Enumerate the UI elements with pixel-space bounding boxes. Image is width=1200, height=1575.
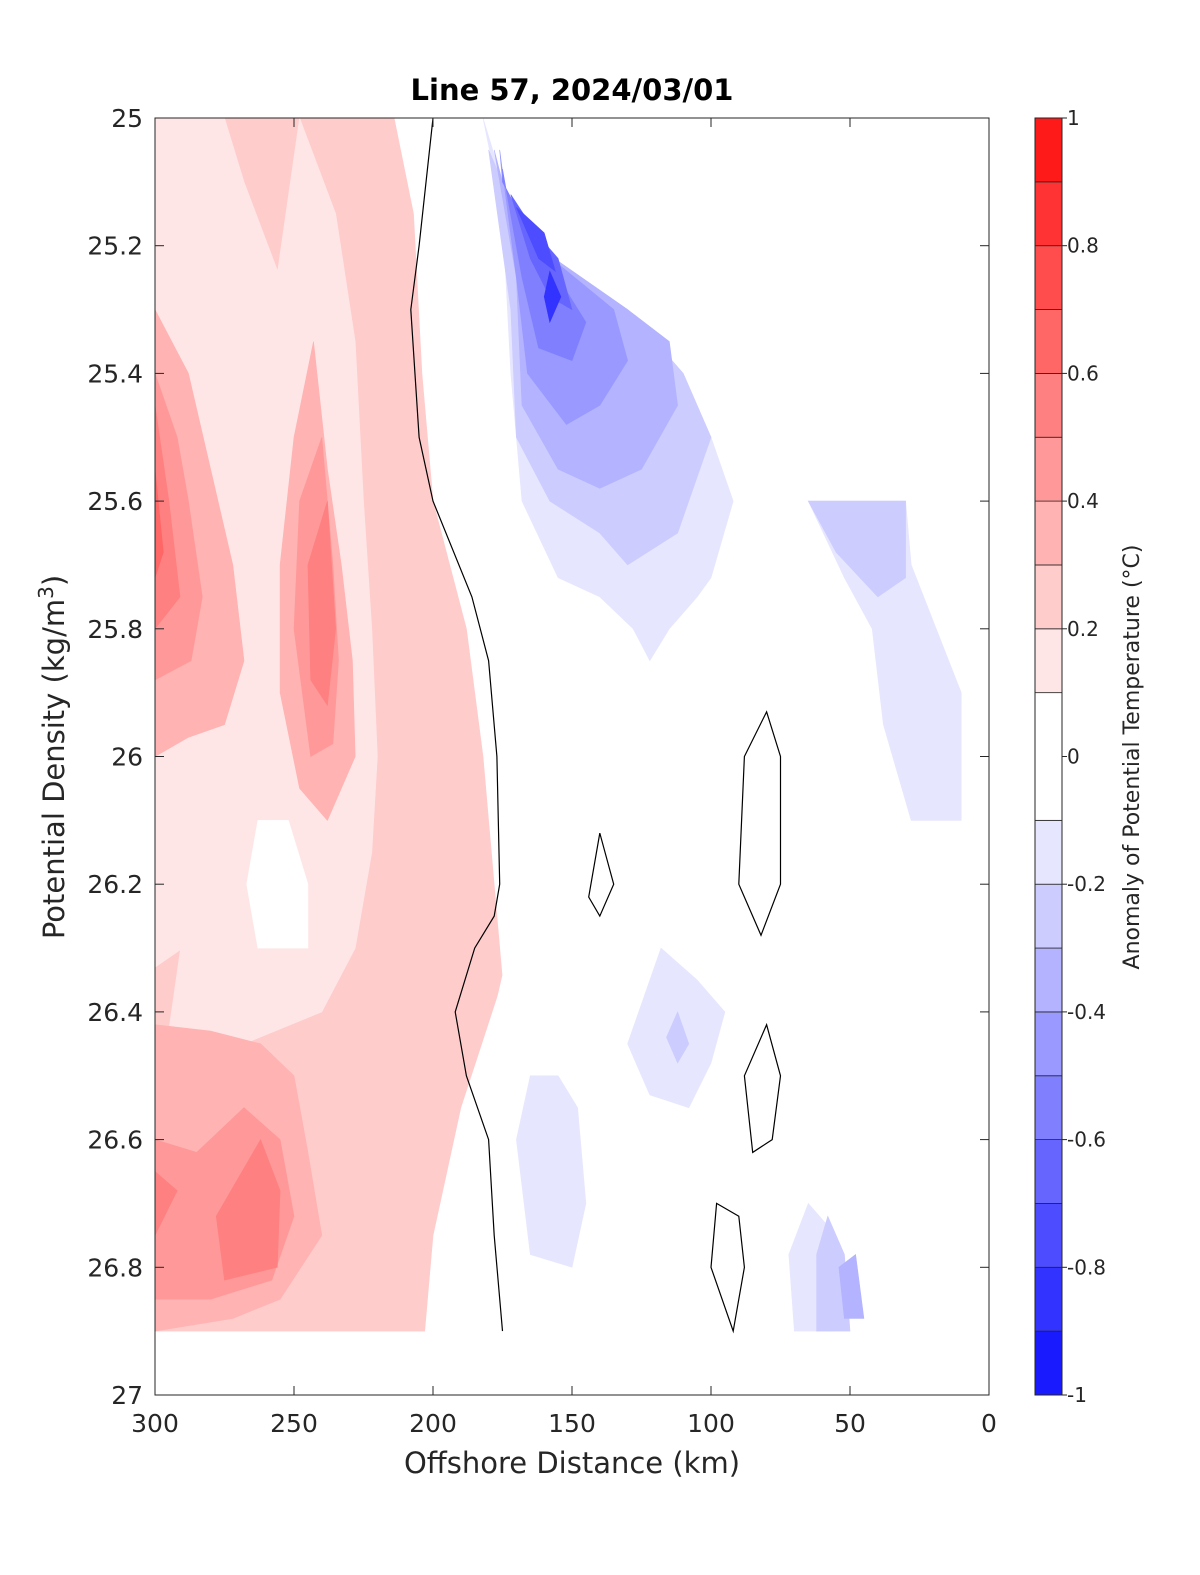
contour-region-14 (215, 1138, 281, 1281)
zero-contour-layer (410, 118, 782, 1334)
x-tick-label: 100 (687, 1409, 735, 1438)
contour-region-3 (246, 820, 309, 949)
y-tick-label: 25 (111, 104, 143, 133)
contour-region-19 (807, 500, 962, 821)
contour-region-33 (543, 270, 562, 324)
colorbar-tick-label: -0.8 (1067, 1255, 1106, 1279)
colorbar-swatch (1034, 1075, 1063, 1140)
y-tick-label: 26.2 (87, 870, 143, 899)
colorbar-label: Anomaly of Potential Temperature (°C) (1120, 545, 1145, 970)
y-axis: 25 25.2 25.4 25.6 25.8 26 26.2 26.4 26.6 26.8 27 (87, 104, 989, 1410)
y-tick-label: 26.8 (87, 1253, 143, 1282)
contour-region-10 (155, 469, 164, 578)
y-tick-label: 25.8 (87, 615, 143, 644)
zero-contour-2 (738, 710, 782, 937)
y-tick-label: 25.2 (87, 232, 143, 261)
colorbar-tick-label: -0.6 (1067, 1128, 1106, 1152)
y-tick-label: 26.6 (87, 1126, 143, 1155)
colorbar-tick-label: -1 (1067, 1383, 1087, 1407)
contour-region-21 (516, 1075, 587, 1268)
colorbar-swatch (1034, 1330, 1063, 1396)
colorbar-swatches (1034, 117, 1063, 1396)
y-axis-label-superscript: 3 (34, 586, 58, 599)
zero-contour-3 (743, 1022, 782, 1154)
y-tick-label: 26 (111, 743, 143, 772)
colorbar-ticks: 1 0.8 0.6 0.4 0.2 0 -0.2 -0.4 -0.6 -0.8 -1 (1062, 106, 1106, 1407)
colorbar-swatch (1034, 181, 1063, 247)
x-tick-label: 0 (981, 1409, 997, 1438)
colorbar-tick-label: 1 (1067, 106, 1080, 130)
contour-region-13 (155, 1171, 178, 1236)
colorbar-swatch (1034, 564, 1063, 630)
colorbar-swatch (1034, 883, 1063, 949)
y-axis-label-text: Potential Density (kg/m (37, 599, 71, 939)
colorbar-tick-label: 0 (1067, 745, 1080, 769)
x-tick-label: 50 (834, 1409, 866, 1438)
colorbar-tick-label: 0.2 (1067, 617, 1099, 641)
colorbar-swatch (1034, 117, 1063, 183)
colorbar-tick-label: 0.8 (1067, 234, 1099, 258)
contour-region-26 (816, 1215, 851, 1332)
contour-region-9 (307, 501, 337, 707)
colorbar-tick-label: 0.6 (1067, 361, 1099, 385)
colorbar-swatch (1034, 309, 1063, 374)
colorbar-swatch (1034, 819, 1063, 885)
contour-region-25 (666, 1011, 690, 1064)
y-tick-label: 26.4 (87, 998, 143, 1027)
contour-region-24 (807, 500, 906, 598)
contour-fill-layer (155, 118, 962, 1332)
y-axis-label-close: ) (37, 575, 71, 586)
x-axis: 300 250 200 150 100 50 0 (131, 118, 997, 1438)
y-tick-label: 27 (111, 1381, 143, 1410)
contour-region-32 (516, 207, 556, 272)
zero-contour-1 (588, 832, 615, 918)
colorbar-swatch (1034, 947, 1063, 1013)
y-tick-label: 25.4 (87, 359, 143, 388)
chart-title: Line 57, 2024/03/01 (411, 73, 734, 107)
colorbar-swatch (1034, 1139, 1063, 1204)
colorbar-tick-label: -0.2 (1067, 872, 1106, 896)
x-tick-label: 200 (409, 1409, 457, 1438)
colorbar-swatch (1034, 1266, 1063, 1332)
colorbar-swatch (1034, 1011, 1063, 1077)
y-tick-label: 25.6 (87, 487, 143, 516)
colorbar-swatch (1034, 245, 1063, 310)
y-axis-label: Potential Density (kg/m3) (34, 575, 71, 939)
colorbar-swatch (1034, 500, 1063, 566)
x-tick-label: 250 (270, 1409, 318, 1438)
colorbar-swatch (1034, 628, 1063, 694)
contour-region-28 (838, 1253, 865, 1319)
zero-contour-0 (410, 118, 504, 1332)
colorbar-swatch (1034, 436, 1063, 502)
x-tick-label: 300 (131, 1409, 179, 1438)
plot-area: 300 250 200 150 100 50 0 2525.225.425.625.8262… (87, 104, 997, 1438)
x-axis-label: Offshore Distance (km) (404, 1446, 740, 1480)
colorbar-swatch (1034, 372, 1063, 438)
colorbar-tick-label: -0.4 (1067, 1000, 1106, 1024)
contour-region-8 (155, 405, 181, 630)
zero-contour-4 (710, 1202, 746, 1334)
colorbar-swatch (1034, 692, 1063, 821)
colorbar: 1 0.8 0.6 0.4 0.2 0 -0.2 -0.4 -0.6 -0.8 -1 (1034, 106, 1106, 1407)
colorbar-tick-label: 0.4 (1067, 489, 1099, 513)
colorbar-swatch (1034, 1203, 1063, 1268)
x-tick-label: 150 (548, 1409, 596, 1438)
